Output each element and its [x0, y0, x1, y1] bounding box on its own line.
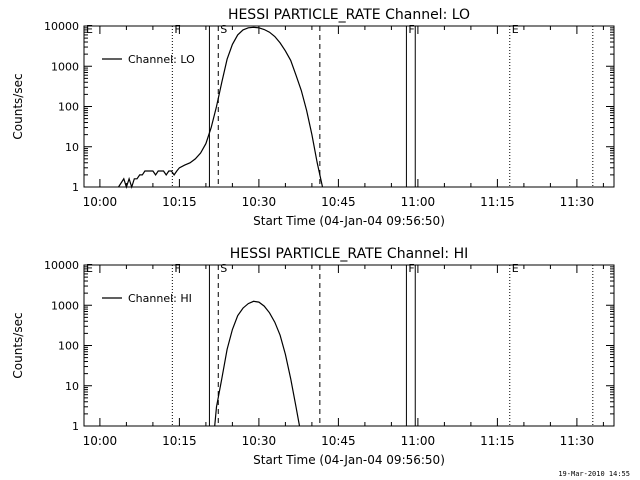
y-tick-label: 100 [58, 101, 79, 114]
x-axis-label: Start Time (04-Jan-04 09:56:50) [253, 214, 445, 228]
y-tick-label: 1 [72, 181, 79, 194]
y-tick-label: 1000 [51, 299, 79, 312]
series-line [214, 300, 301, 427]
footer-timestamp: 19-Mar-2010 14:55 [558, 470, 630, 478]
x-tick-label: 10:15 [162, 195, 197, 209]
x-tick-label: 10:15 [162, 434, 197, 448]
plot-frame [83, 264, 615, 427]
x-tick-label: 10:00 [83, 434, 118, 448]
chart-title: HESSI PARTICLE_RATE Channel: HI [230, 246, 468, 262]
x-tick-label: 10:30 [242, 434, 277, 448]
y-axis-label: Counts/sec [11, 73, 25, 139]
y-tick-label: 10 [65, 380, 79, 393]
plot-frame [83, 25, 615, 188]
chart-title: HESSI PARTICLE_RATE Channel: LO [228, 7, 470, 23]
y-tick-label: 10000 [44, 20, 79, 33]
marker-label: E [86, 262, 93, 275]
y-tick-label: 1 [72, 420, 79, 433]
marker-label: E [512, 23, 519, 36]
marker-label: F [408, 262, 414, 275]
x-tick-label: 11:00 [401, 434, 436, 448]
x-tick-label: 11:15 [480, 195, 515, 209]
x-tick-label: 10:45 [321, 195, 356, 209]
y-tick-label: 100 [58, 340, 79, 353]
marker-label: E [86, 23, 93, 36]
x-tick-label: 10:30 [242, 195, 277, 209]
marker-label: S [220, 23, 227, 36]
x-tick-label: 11:00 [401, 195, 436, 209]
legend-label: Channel: LO [128, 53, 195, 66]
y-tick-label: 10 [65, 141, 79, 154]
y-axis-label: Counts/sec [11, 312, 25, 378]
legend-label: Channel: HI [128, 292, 192, 305]
series-line [117, 26, 324, 189]
x-tick-label: 10:45 [321, 434, 356, 448]
marker-label: S [220, 262, 227, 275]
marker-label: F [174, 23, 180, 36]
marker-label: F [408, 23, 414, 36]
x-tick-label: 11:15 [480, 434, 515, 448]
x-axis-label: Start Time (04-Jan-04 09:56:50) [253, 453, 445, 467]
y-tick-label: 10000 [44, 259, 79, 272]
marker-label: F [174, 262, 180, 275]
marker-label: E [512, 262, 519, 275]
y-tick-label: 1000 [51, 60, 79, 73]
x-tick-label: 10:00 [83, 195, 118, 209]
x-tick-label: 11:30 [560, 434, 595, 448]
x-tick-label: 11:30 [560, 195, 595, 209]
